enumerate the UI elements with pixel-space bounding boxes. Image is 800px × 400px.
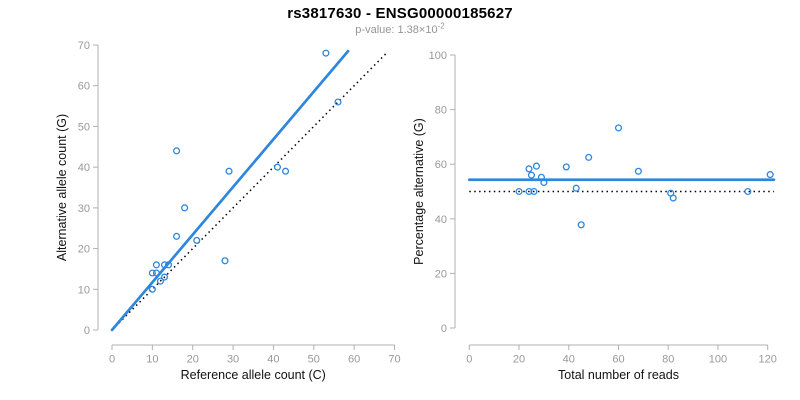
y-tick-label: 0	[84, 325, 90, 337]
data-point	[525, 165, 533, 173]
data-point	[525, 187, 533, 196]
figure-subtitle: p-value: 1.38×10-2	[0, 21, 800, 36]
fit-line	[110, 49, 350, 332]
data-points	[515, 124, 774, 229]
data-points	[148, 49, 342, 293]
data-point	[585, 153, 593, 161]
data-point	[164, 261, 173, 269]
data-point	[614, 124, 623, 132]
reference-line	[111, 52, 387, 331]
data-point	[225, 167, 233, 175]
pvalue-exponent: -2	[437, 21, 445, 31]
data-point	[221, 257, 229, 265]
x-tick-label: 50	[308, 354, 320, 366]
figure-title: rs3817630 - ENSG00000185627	[287, 5, 513, 22]
data-point	[562, 163, 570, 171]
x-tick-label: 0	[466, 354, 472, 366]
y-axis-label: Alternative allele count (G)	[55, 114, 69, 261]
x-tick-label: 120	[759, 354, 777, 366]
data-point	[160, 273, 169, 281]
data-point	[577, 221, 585, 229]
data-point	[281, 167, 290, 175]
data-point	[766, 171, 774, 179]
y-axis: 0 20 40 60 80 100	[429, 50, 456, 335]
data-point	[193, 236, 201, 244]
data-point	[540, 178, 548, 187]
data-point	[334, 98, 342, 106]
x-tick-label: 20	[187, 354, 199, 366]
x-tick-label: 40	[267, 354, 279, 366]
x-tick-label: 60	[348, 354, 360, 366]
data-point	[515, 187, 523, 196]
y-tick-label: 30	[78, 203, 90, 215]
data-point	[148, 285, 156, 293]
x-tick-label: 40	[563, 354, 575, 366]
y-tick-label: 20	[435, 268, 447, 280]
y-tick-label: 20	[78, 244, 90, 256]
x-tick-label: 60	[612, 354, 624, 366]
y-tick-label: 0	[441, 323, 447, 335]
data-point	[530, 187, 538, 196]
plot-percentage-alternative: 0 20 40 60 80 100 0 20 40 60 80 100 120 Total number …	[412, 50, 777, 382]
x-tick-label: 30	[227, 354, 239, 366]
x-tick-label: 80	[662, 354, 674, 366]
pvalue-text: p-value: 1.38×10	[355, 24, 438, 36]
data-point	[527, 171, 536, 179]
x-tick-label: 10	[146, 354, 158, 366]
x-tick-label: 20	[513, 354, 525, 366]
data-point	[744, 187, 752, 196]
y-axis: 0 10 20 30 40 50 60 70	[78, 40, 99, 337]
y-tick-label: 100	[429, 50, 447, 62]
x-tick-label: 70	[388, 354, 400, 366]
y-tick-label: 80	[435, 105, 447, 117]
data-point	[572, 184, 580, 192]
data-point	[156, 277, 164, 285]
y-tick-label: 60	[78, 81, 90, 93]
data-point	[173, 147, 181, 155]
y-tick-label: 40	[435, 214, 447, 226]
x-axis: 0 20 40 60 80 100 120	[466, 344, 777, 366]
plot-allele-counts: 0 10 20 30 40 50 60 70 0 10 20 30 40 50 60 70 Reference …	[55, 40, 401, 382]
data-point	[669, 194, 677, 202]
data-point	[152, 269, 160, 277]
data-point	[181, 204, 189, 212]
y-tick-label: 60	[435, 159, 447, 171]
x-axis: 0 10 20 30 40 50 60 70	[109, 344, 401, 366]
data-point	[322, 49, 330, 57]
y-tick-label: 50	[78, 121, 90, 133]
data-point	[532, 162, 540, 170]
data-point	[273, 163, 282, 171]
y-tick-label: 10	[78, 284, 90, 296]
data-point	[634, 167, 642, 175]
x-axis-label: Total number of reads	[558, 368, 679, 382]
y-tick-label: 40	[78, 162, 90, 174]
x-tick-label: 0	[109, 354, 115, 366]
x-axis-label: Reference allele count (C)	[181, 368, 326, 382]
y-axis-label: Percentage alternative (G)	[412, 118, 426, 265]
data-point	[160, 261, 169, 269]
x-tick-label: 100	[709, 354, 727, 366]
data-point	[148, 269, 156, 277]
data-point	[173, 232, 181, 240]
data-point	[152, 261, 160, 269]
y-tick-label: 70	[78, 40, 90, 52]
